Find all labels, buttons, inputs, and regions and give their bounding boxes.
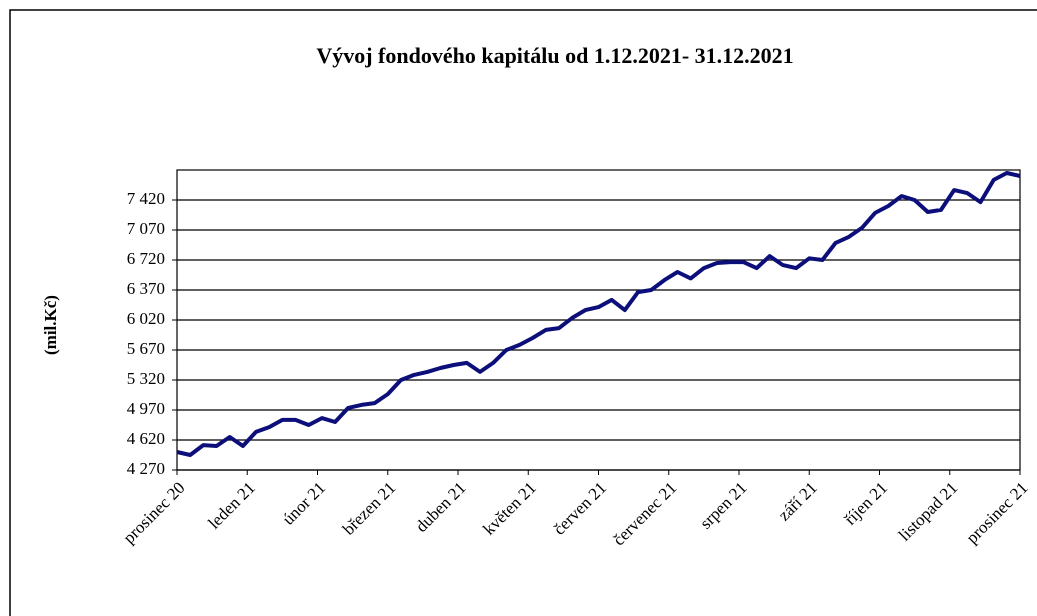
- y-axis-label: (mil.Kč): [41, 295, 60, 355]
- x-tick-label: prosinec 20: [119, 478, 188, 547]
- y-tick-label: 7 420: [127, 189, 165, 208]
- x-tick-label: leden 21: [204, 478, 259, 533]
- y-tick-label: 4 270: [127, 459, 165, 478]
- x-tick-label: květen 21: [479, 478, 540, 539]
- x-tick-label: říjen 21: [841, 478, 891, 528]
- x-tick-label: listopad 21: [895, 478, 962, 545]
- x-tick-label: březen 21: [339, 478, 400, 539]
- frame: [9, 9, 1037, 616]
- data-line: [176, 171, 1021, 457]
- x-tick-label: únor 21: [279, 478, 330, 529]
- y-tick-label: 6 720: [127, 249, 165, 268]
- y-tick-label: 4 620: [127, 429, 165, 448]
- chart-title: Vývoj fondového kapitálu od 1.12.2021- 3…: [316, 43, 793, 68]
- y-tick-label: 5 670: [127, 339, 165, 358]
- x-tick-label: prosinec 21: [962, 478, 1031, 547]
- x-tick-label: červen 21: [550, 478, 611, 539]
- y-tick-label: 6 020: [127, 309, 165, 328]
- x-tick-label: duben 21: [412, 478, 470, 536]
- y-tick-label: 6 370: [127, 279, 165, 298]
- y-tick-label: 4 970: [127, 399, 165, 418]
- y-tick-label: 5 320: [127, 369, 165, 388]
- y-tick-label: 7 070: [127, 219, 165, 238]
- x-tick-label: červenec 21: [609, 478, 680, 549]
- x-tick-label: září 21: [774, 478, 820, 524]
- x-tick-label: srpen 21: [696, 478, 751, 533]
